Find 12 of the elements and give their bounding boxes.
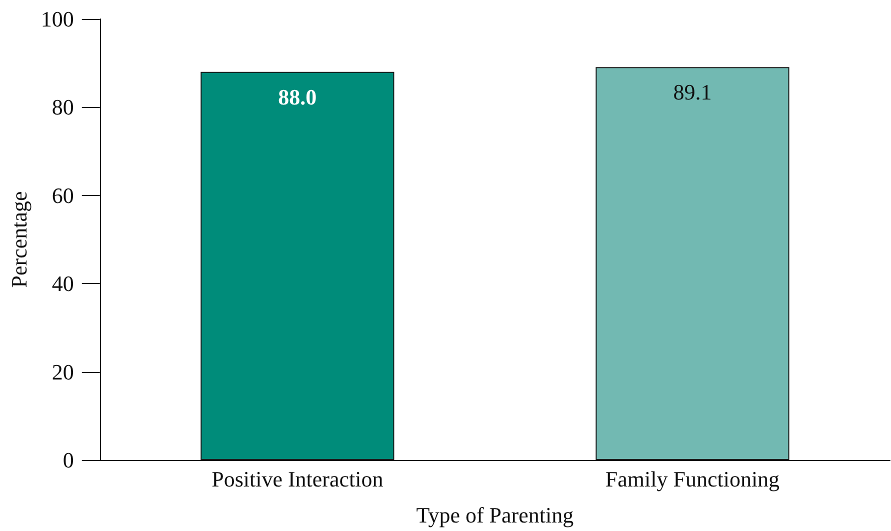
y-tick-label: 40 — [52, 271, 74, 296]
x-axis-title: Type of Parenting — [416, 502, 574, 528]
y-tick-label: 0 — [62, 448, 74, 472]
y-tick-label: 60 — [52, 182, 74, 208]
y-tick-label: 80 — [52, 94, 74, 120]
y-axis-title: Percentage — [6, 191, 32, 288]
x-tick-label: Positive Interaction — [212, 466, 384, 492]
data-label: 88.0 — [278, 84, 317, 110]
y-tick-label: 20 — [52, 359, 74, 384]
y-tick-label: 100 — [40, 6, 74, 32]
data-label: 89.1 — [673, 80, 712, 105]
x-tick-label: Family Functioning — [605, 466, 780, 492]
